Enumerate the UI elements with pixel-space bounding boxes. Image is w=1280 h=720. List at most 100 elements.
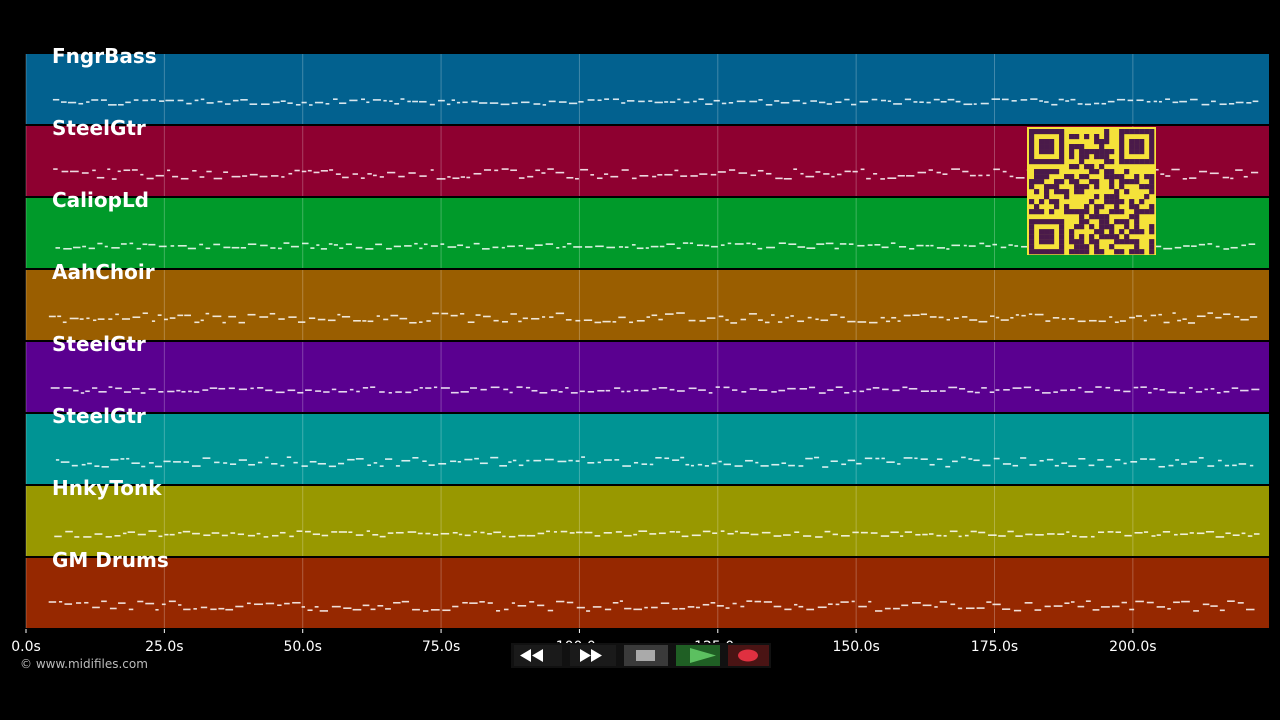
note [1088, 464, 1095, 467]
qr-cell [1109, 159, 1115, 165]
note [720, 530, 725, 532]
transport-controls [511, 643, 771, 668]
qr-cell [1084, 174, 1090, 180]
note [839, 243, 847, 245]
note [946, 248, 950, 250]
note [478, 102, 488, 104]
note [988, 534, 997, 536]
note [725, 607, 730, 609]
track-name: HnkyTonk [52, 476, 162, 500]
note [946, 318, 951, 321]
note [522, 317, 528, 320]
note [315, 390, 322, 392]
rewind-button[interactable] [514, 645, 562, 666]
note [936, 247, 946, 249]
note [586, 610, 591, 612]
note [806, 247, 816, 249]
note [1069, 317, 1075, 320]
note [94, 465, 100, 467]
qr-cell [1054, 219, 1060, 225]
note [73, 246, 81, 249]
note [1012, 464, 1019, 467]
note [238, 321, 246, 324]
note [440, 532, 450, 535]
note [69, 317, 79, 320]
note [802, 102, 807, 105]
note [1198, 170, 1208, 173]
note [320, 170, 328, 172]
track-lane [26, 486, 1269, 556]
note [964, 534, 969, 537]
note [1015, 177, 1025, 179]
note [223, 246, 231, 249]
note [866, 177, 871, 180]
note [920, 390, 929, 393]
note [884, 607, 891, 610]
note [702, 530, 711, 533]
note [902, 386, 908, 389]
qr-cell [1089, 199, 1095, 205]
qr-cell [1059, 229, 1065, 235]
qr-cell [1134, 204, 1140, 210]
note [727, 242, 732, 245]
qr-cell [1119, 249, 1125, 255]
note [240, 99, 248, 101]
qr-cell [1074, 224, 1080, 230]
note [109, 607, 117, 610]
note [633, 533, 638, 536]
qr-cell [1134, 229, 1140, 235]
note [712, 532, 718, 535]
note [716, 605, 724, 607]
note [108, 386, 113, 388]
note [752, 243, 756, 245]
note [145, 602, 155, 605]
note [831, 175, 835, 178]
qr-cell [1094, 239, 1100, 245]
play-button[interactable] [676, 645, 720, 666]
note [423, 243, 428, 246]
note [317, 318, 326, 321]
note [111, 247, 120, 249]
note [556, 600, 565, 603]
note [1010, 316, 1014, 319]
note [1158, 100, 1162, 103]
qr-cell [1059, 139, 1065, 145]
qr-cell [1029, 139, 1035, 145]
note [531, 389, 538, 392]
note [793, 168, 798, 170]
qr-cell [1104, 234, 1110, 240]
note [675, 531, 681, 533]
qr-cell [1069, 239, 1075, 245]
note [1252, 100, 1259, 103]
qr-cell [1149, 154, 1155, 160]
stop-button[interactable] [624, 645, 668, 666]
note [1241, 244, 1246, 247]
note [533, 459, 542, 462]
record-button[interactable] [728, 645, 769, 666]
note [148, 530, 157, 532]
qr-cell [1129, 129, 1135, 135]
note [822, 466, 829, 468]
note [261, 103, 270, 106]
qr-cell [1084, 149, 1090, 155]
tick-label: 25.0s [145, 639, 183, 655]
note [880, 535, 890, 537]
note [493, 531, 501, 534]
note [550, 389, 558, 392]
note [680, 456, 685, 459]
forward-button[interactable] [570, 645, 616, 666]
note [549, 316, 554, 318]
track-name: SteelGtr [52, 332, 146, 356]
qr-cell [1099, 154, 1105, 160]
note [936, 171, 941, 174]
note [655, 456, 662, 459]
note [803, 535, 812, 537]
note [652, 388, 657, 390]
note [441, 312, 449, 315]
note [857, 244, 865, 247]
qr-cell [1029, 229, 1035, 235]
note [202, 389, 209, 391]
note [413, 389, 418, 391]
note [934, 606, 938, 608]
note [1021, 314, 1026, 317]
